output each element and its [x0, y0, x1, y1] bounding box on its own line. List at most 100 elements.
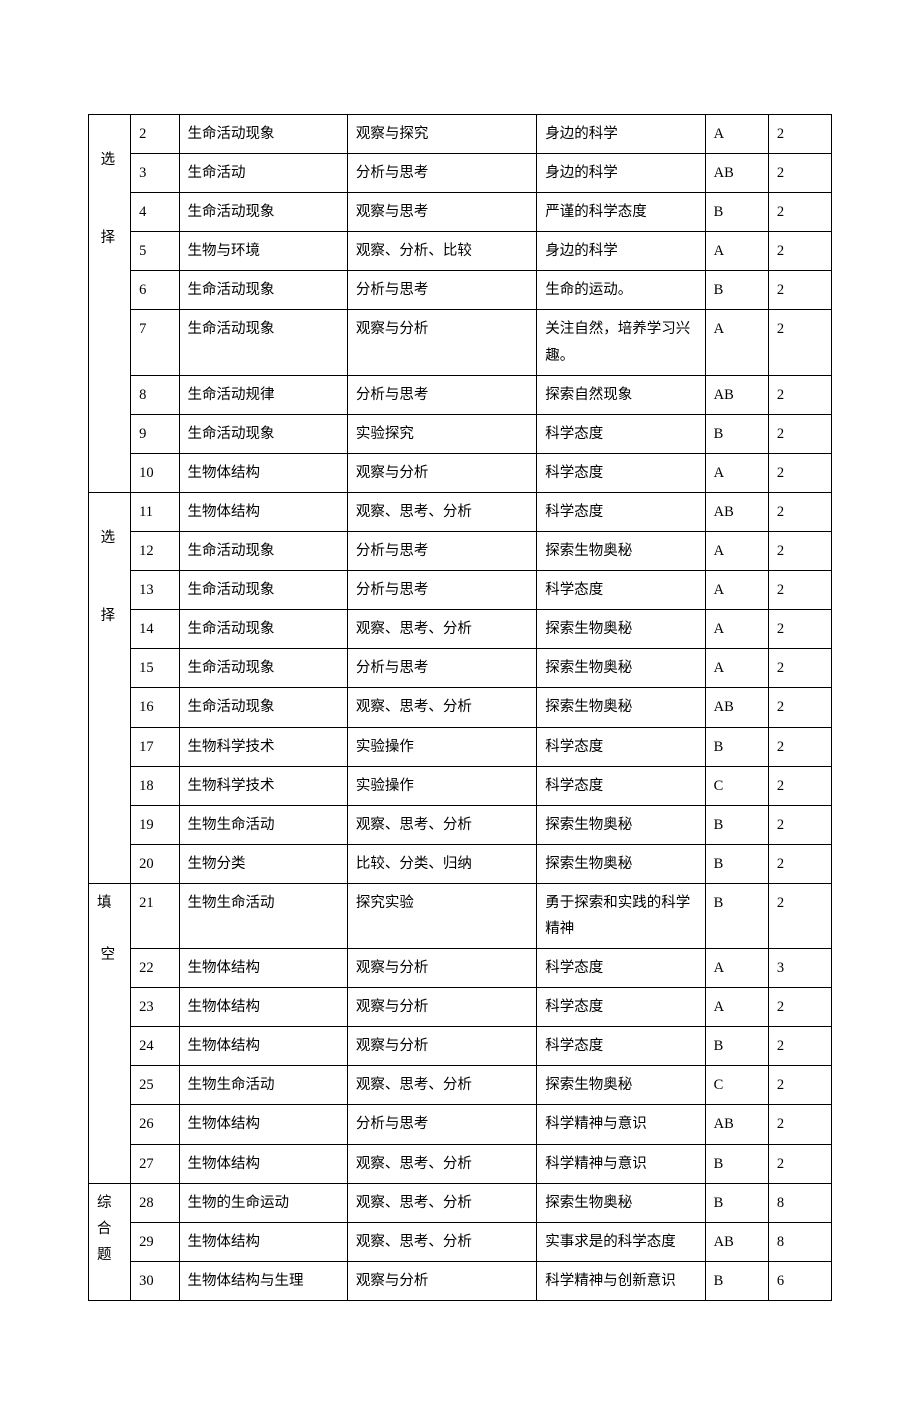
score-cell: 6: [768, 1261, 831, 1300]
attitude-cell: 科学态度: [537, 414, 705, 453]
score-cell: 2: [768, 115, 831, 154]
knowledge-cell: 生命活动现象: [179, 193, 347, 232]
score-cell: 3: [768, 949, 831, 988]
ability-cell: 观察与分析: [347, 453, 536, 492]
table-row: 27生物体结构观察、思考、分析科学精神与意识B2: [89, 1144, 832, 1183]
ability-cell: 观察、思考、分析: [347, 1183, 536, 1222]
attitude-cell: 探索生物奥秘: [537, 805, 705, 844]
attitude-cell: 科学态度: [537, 727, 705, 766]
table-row: 22生物体结构观察与分析科学态度A3: [89, 949, 832, 988]
attitude-cell: 探索自然现象: [537, 375, 705, 414]
score-cell: 2: [768, 988, 831, 1027]
group-cell: 选 择: [89, 492, 131, 883]
attitude-cell: 探索生物奥秘: [537, 532, 705, 571]
attitude-cell: 科学精神与意识: [537, 1105, 705, 1144]
score-cell: 2: [768, 844, 831, 883]
knowledge-cell: 生命活动现象: [179, 414, 347, 453]
ability-cell: 比较、分类、归纳: [347, 844, 536, 883]
score-cell: 2: [768, 1144, 831, 1183]
attitude-cell: 探索生物奥秘: [537, 688, 705, 727]
ability-cell: 分析与思考: [347, 154, 536, 193]
ability-cell: 实验探究: [347, 414, 536, 453]
difficulty-cell: AB: [705, 492, 768, 531]
attitude-cell: 勇于探索和实践的科学精神: [537, 883, 705, 948]
ability-cell: 观察、思考、分析: [347, 805, 536, 844]
row-number: 21: [131, 883, 179, 948]
difficulty-cell: B: [705, 271, 768, 310]
row-number: 14: [131, 610, 179, 649]
table-row: 10生物体结构观察与分析科学态度A2: [89, 453, 832, 492]
row-number: 3: [131, 154, 179, 193]
difficulty-cell: A: [705, 949, 768, 988]
table-row: 9生命活动现象实验探究科学态度B2: [89, 414, 832, 453]
row-number: 11: [131, 492, 179, 531]
score-cell: 2: [768, 232, 831, 271]
row-number: 27: [131, 1144, 179, 1183]
ability-cell: 分析与思考: [347, 375, 536, 414]
table-row: 29生物体结构观察、思考、分析实事求是的科学态度AB8: [89, 1222, 832, 1261]
ability-cell: 分析与思考: [347, 1105, 536, 1144]
table-row: 18生物科学技术实验操作科学态度C2: [89, 766, 832, 805]
difficulty-cell: AB: [705, 375, 768, 414]
table-row: 选 择11生物体结构观察、思考、分析科学态度AB2: [89, 492, 832, 531]
difficulty-cell: B: [705, 414, 768, 453]
attitude-cell: 科学态度: [537, 988, 705, 1027]
attitude-cell: 身边的科学: [537, 115, 705, 154]
difficulty-cell: A: [705, 649, 768, 688]
knowledge-cell: 生物生命活动: [179, 805, 347, 844]
score-cell: 2: [768, 375, 831, 414]
knowledge-cell: 生命活动现象: [179, 310, 347, 375]
score-cell: 2: [768, 571, 831, 610]
table-row: 15生命活动现象分析与思考探索生物奥秘A2: [89, 649, 832, 688]
score-cell: 2: [768, 310, 831, 375]
row-number: 29: [131, 1222, 179, 1261]
knowledge-cell: 生命活动现象: [179, 115, 347, 154]
knowledge-cell: 生命活动现象: [179, 532, 347, 571]
difficulty-cell: A: [705, 571, 768, 610]
ability-cell: 观察与分析: [347, 949, 536, 988]
ability-cell: 探究实验: [347, 883, 536, 948]
score-cell: 2: [768, 414, 831, 453]
table-row: 8生命活动规律分析与思考探索自然现象AB2: [89, 375, 832, 414]
page-container: 选 择2生命活动现象观察与探究身边的科学A23生命活动分析与思考身边的科学AB2…: [0, 0, 920, 1415]
table-body: 选 择2生命活动现象观察与探究身边的科学A23生命活动分析与思考身边的科学AB2…: [89, 115, 832, 1301]
attitude-cell: 探索生物奥秘: [537, 610, 705, 649]
attitude-cell: 科学态度: [537, 766, 705, 805]
ability-cell: 分析与思考: [347, 532, 536, 571]
knowledge-cell: 生命活动现象: [179, 271, 347, 310]
row-number: 22: [131, 949, 179, 988]
table-row: 20生物分类比较、分类、归纳探索生物奥秘B2: [89, 844, 832, 883]
difficulty-cell: A: [705, 610, 768, 649]
difficulty-cell: A: [705, 232, 768, 271]
knowledge-cell: 生命活动: [179, 154, 347, 193]
row-number: 8: [131, 375, 179, 414]
score-cell: 2: [768, 532, 831, 571]
table-row: 23生物体结构观察与分析科学态度A2: [89, 988, 832, 1027]
row-number: 23: [131, 988, 179, 1027]
difficulty-cell: B: [705, 1261, 768, 1300]
score-cell: 2: [768, 883, 831, 948]
attitude-cell: 身边的科学: [537, 154, 705, 193]
ability-cell: 观察与分析: [347, 988, 536, 1027]
row-number: 6: [131, 271, 179, 310]
knowledge-cell: 生命活动现象: [179, 610, 347, 649]
table-row: 综合题28生物的生命运动观察、思考、分析探索生物奥秘B8: [89, 1183, 832, 1222]
knowledge-cell: 生物体结构: [179, 1027, 347, 1066]
difficulty-cell: A: [705, 532, 768, 571]
attitude-cell: 科学态度: [537, 949, 705, 988]
ability-cell: 观察、思考、分析: [347, 492, 536, 531]
group-cell: 综合题: [89, 1183, 131, 1300]
table-row: 3生命活动分析与思考身边的科学AB2: [89, 154, 832, 193]
knowledge-cell: 生物科学技术: [179, 766, 347, 805]
knowledge-cell: 生物体结构: [179, 492, 347, 531]
ability-cell: 实验操作: [347, 766, 536, 805]
spec-table: 选 择2生命活动现象观察与探究身边的科学A23生命活动分析与思考身边的科学AB2…: [88, 114, 832, 1301]
table-row: 5生物与环境观察、分析、比较身边的科学A2: [89, 232, 832, 271]
row-number: 2: [131, 115, 179, 154]
ability-cell: 观察与探究: [347, 115, 536, 154]
table-row: 4生命活动现象观察与思考严谨的科学态度B2: [89, 193, 832, 232]
score-cell: 2: [768, 1066, 831, 1105]
score-cell: 8: [768, 1183, 831, 1222]
score-cell: 2: [768, 154, 831, 193]
row-number: 15: [131, 649, 179, 688]
